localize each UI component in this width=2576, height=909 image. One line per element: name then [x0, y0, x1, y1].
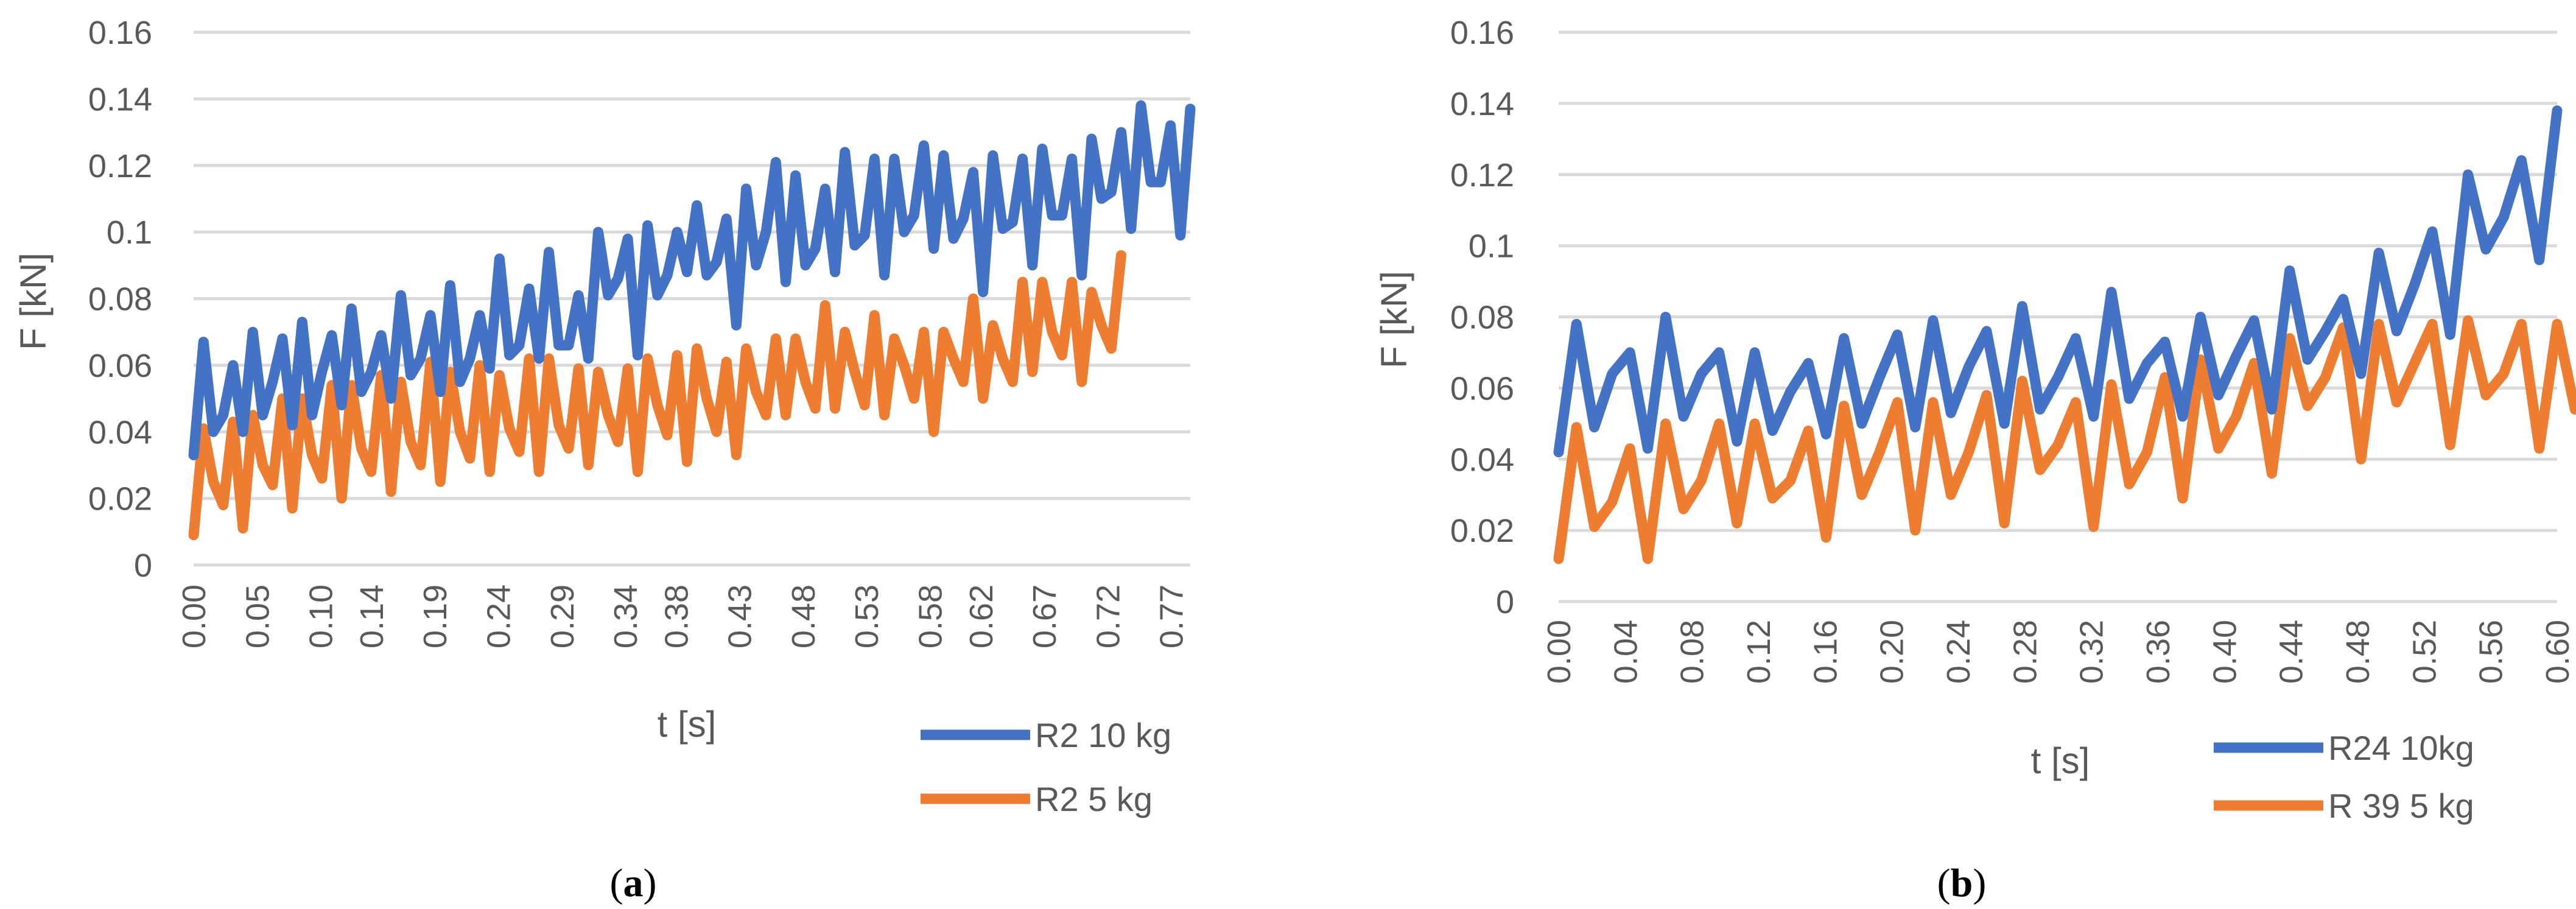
chart-b-caption: (b) [1937, 861, 1987, 905]
chart-b-y-tick-label: 0.1 [1469, 228, 1514, 265]
chart-b-y-tick-label: 0.02 [1450, 513, 1514, 549]
chart-b-x-tick-label: 0.40 [2206, 620, 2243, 684]
chart-b-x-tick-label: 0.28 [2007, 620, 2043, 684]
chart-a-caption: (a) [610, 861, 657, 905]
chart-b-x-tick-label: 0.52 [2406, 620, 2443, 684]
chart-a-y-tick-label: 0.06 [88, 348, 152, 384]
chart-b-series-line-2 [1553, 315, 2576, 564]
chart-a-x-tick-label: 0.29 [544, 584, 581, 648]
chart-a-y-tick-label: 0 [134, 547, 152, 584]
chart-a-y-axis-title: F [kN] [13, 253, 54, 350]
chart-b-x-tick-label: 0.04 [1607, 620, 1644, 684]
chart-b-y-tick-label: 0.12 [1450, 157, 1514, 194]
chart-a-legend: R2 10 kg R2 5 kg [921, 716, 1171, 818]
chart-b-x-tick-label: 0.08 [1674, 620, 1711, 684]
chart-b-x-tick-label: 0.32 [2074, 620, 2110, 684]
chart-b-x-tick-label: 0.36 [2140, 620, 2177, 684]
chart-b-x-tick-label: 0.16 [1807, 620, 1844, 684]
chart-b-legend: R24 10kg R 39 5 kg [2214, 729, 2474, 825]
chart-a-y-tick-label: 0.14 [88, 81, 152, 118]
chart-b-x-tick-label: 0.60 [2539, 620, 2576, 684]
chart-b-x-axis-title: t [s] [2031, 740, 2090, 781]
chart-a-y-ticks: 0 0.02 0.04 0.06 0.08 0.1 0.12 0.14 0.16 [88, 15, 152, 584]
chart-a-y-tick-label: 0.1 [107, 214, 152, 251]
chart-b-x-tick-label: 0.24 [1940, 620, 1977, 684]
chart-b-series-line-1 [1553, 105, 2563, 458]
chart-b-legend-label-2: R 39 5 kg [2328, 787, 2474, 825]
chart-b-x-ticks: 0.00 0.04 0.08 0.12 0.16 0.20 0.24 0.28 0.32 0.36… [1541, 620, 2576, 684]
chart-b-x-tick-label: 0.56 [2473, 620, 2510, 684]
chart-a-x-tick-label: 0.53 [849, 584, 885, 648]
chart-b-caption-letter: b [1951, 861, 1973, 905]
chart-b-series [1553, 105, 2576, 564]
chart-a-y-tick-label: 0.02 [88, 481, 152, 518]
chart-b-y-ticks: 0 0.02 0.04 0.06 0.08 0.1 0.12 0.14 0.16 [1450, 15, 1514, 620]
chart-b-y-tick-label: 0 [1496, 584, 1514, 620]
chart-a-x-axis-title: t [s] [658, 704, 717, 745]
chart-a-x-tick-label: 0.72 [1090, 584, 1126, 648]
chart-b-y-tick-label: 0.04 [1450, 441, 1514, 478]
chart-b-legend-label-1: R24 10kg [2328, 729, 2474, 767]
chart-a-x-tick-label: 0.48 [785, 584, 822, 648]
chart-a-x-tick-label: 0.14 [354, 584, 390, 648]
chart-a-y-tick-label: 0.16 [88, 15, 152, 51]
chart-b-x-tick-label: 0.44 [2273, 620, 2310, 684]
chart-a-x-tick-label: 0.10 [303, 584, 340, 648]
chart-a-x-tick-label: 0.05 [239, 584, 276, 648]
chart-a-x-tick-label: 0.00 [176, 584, 212, 648]
chart-b-x-tick-label: 0.00 [1541, 620, 1578, 684]
chart-b-y-tick-label: 0.08 [1450, 300, 1514, 336]
chart-b-y-tick-label: 0.06 [1450, 370, 1514, 407]
chart-b: 00.020.040.060.080.10.120.140.16 0.00 0.0… [1374, 15, 2576, 905]
chart-a: 00.020.040.060.080.10.120.140.16 0.00 0.0… [13, 15, 1196, 905]
chart-a-y-tick-label: 0.12 [88, 148, 152, 184]
chart-a-x-tick-label: 0.62 [963, 584, 1000, 648]
chart-a-x-tick-label: 0.67 [1027, 584, 1063, 648]
chart-a-x-tick-label: 0.24 [480, 584, 517, 648]
chart-a-caption-letter: a [623, 861, 644, 905]
chart-a-x-tick-label: 0.38 [658, 584, 695, 648]
chart-b-x-tick-label: 0.20 [1874, 620, 1911, 684]
chart-a-y-tick-label: 0.04 [88, 414, 152, 451]
svg-text:(a): (a) [610, 861, 657, 905]
chart-b-x-tick-label: 0.12 [1741, 620, 1777, 684]
chart-b-gridlines [1559, 30, 2557, 603]
chart-a-series [188, 100, 1196, 541]
chart-a-x-ticks: 0.00 0.05 0.10 0.14 0.19 0.24 0.29 0.34 0.38 0.43… [176, 584, 1190, 648]
chart-a-x-tick-label: 0.19 [417, 584, 454, 648]
chart-a-x-tick-label: 0.77 [1154, 584, 1190, 648]
chart-a-y-tick-label: 0.08 [88, 281, 152, 318]
chart-a-series-line-1 [188, 100, 1196, 460]
chart-b-x-tick-label: 0.48 [2340, 620, 2376, 684]
svg-text:(b): (b) [1937, 861, 1987, 905]
chart-a-legend-label-2: R2 5 kg [1035, 780, 1153, 818]
chart-a-x-tick-label: 0.43 [722, 584, 759, 648]
chart-a-legend-label-1: R2 10 kg [1035, 716, 1171, 754]
chart-a-series-line-2 [188, 250, 1126, 541]
chart-b-y-axis-title: F [kN] [1374, 271, 1414, 368]
chart-a-x-tick-label: 0.58 [913, 584, 949, 648]
chart-b-y-tick-label: 0.14 [1450, 86, 1514, 122]
chart-b-y-tick-label: 0.16 [1450, 15, 1514, 51]
chart-a-x-tick-label: 0.34 [608, 584, 644, 648]
